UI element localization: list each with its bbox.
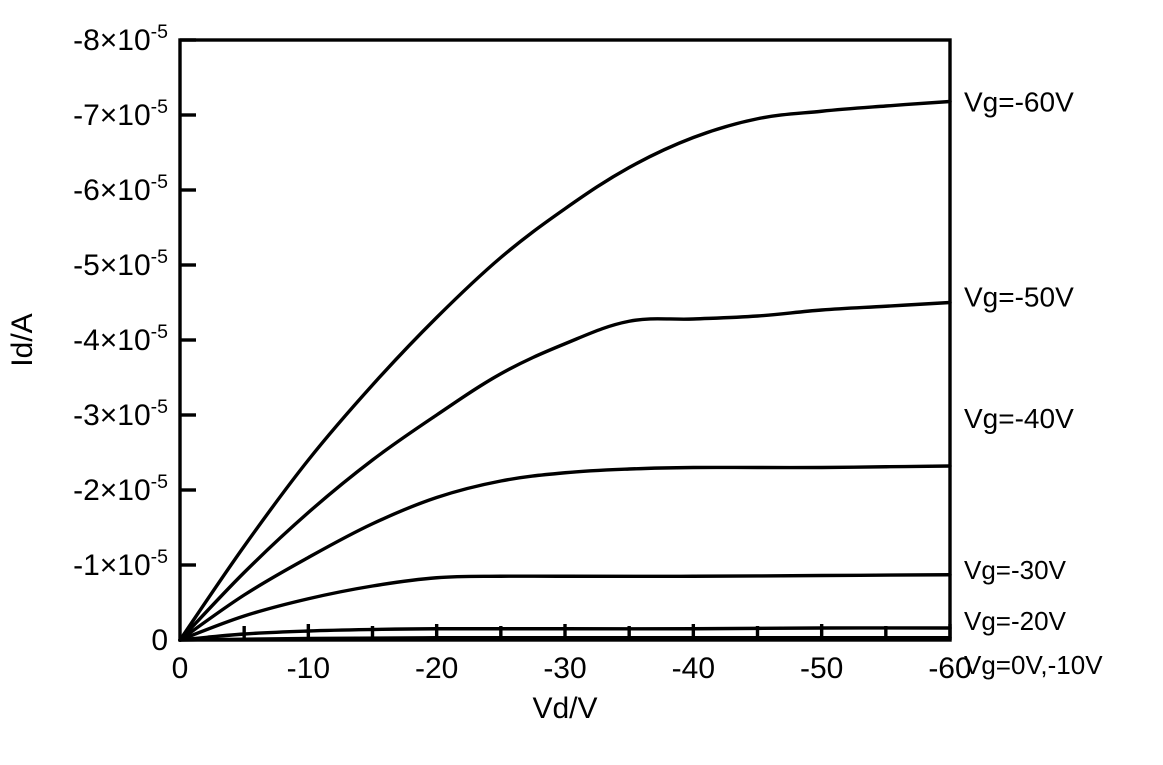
- y-tick-label: 0: [151, 624, 168, 657]
- y-tick-label: -1×10-5: [73, 546, 168, 582]
- x-axis-title: Vd/V: [532, 692, 597, 725]
- y-tick-label: -4×10-5: [73, 321, 168, 357]
- series-label-vg-20: Vg=-20V: [964, 606, 1067, 636]
- chart-svg: 0-10-20-30-40-50-60Vd/V0-1×10-5-2×10-5-3…: [0, 0, 1163, 765]
- x-tick-label: 0: [172, 652, 189, 685]
- series-label-vg-40: Vg=-40V: [964, 403, 1074, 434]
- series-label-vg-0-10: Vg=0V,-10V: [964, 650, 1103, 680]
- y-tick-label: -3×10-5: [73, 396, 168, 432]
- series-group: Vg=0V,-10V Vg=-20V Vg=-30V Vg=-40V Vg=-50V Vg…: [180, 87, 1103, 680]
- series-label-vg-60: Vg=-60V: [964, 87, 1074, 118]
- y-tick-label: -2×10-5: [73, 471, 168, 507]
- x-tick-label: -20: [415, 652, 458, 685]
- y-tick-label: -6×10-5: [73, 171, 168, 207]
- x-tick-label: -30: [543, 652, 586, 685]
- x-tick-label: -50: [800, 652, 843, 685]
- y-axis: 0 -1×10-5 -2×10-5 -3×10-5 -4×10-5 -5×10-5 -6×1…: [6, 21, 196, 657]
- y-axis-title: Id/A: [6, 313, 39, 366]
- y-tick-label: -5×10-5: [73, 246, 168, 282]
- iv-curve-chart: 0-10-20-30-40-50-60Vd/V0-1×10-5-2×10-5-3…: [0, 0, 1163, 765]
- x-tick-label: -10: [287, 652, 330, 685]
- series-label-vg-50: Vg=-50V: [964, 282, 1074, 313]
- plot-border: [180, 40, 950, 640]
- series-vg-60: [180, 102, 950, 641]
- y-tick-label: -8×10-5: [73, 21, 168, 57]
- series-vg-40: [180, 466, 950, 640]
- y-tick-label: -7×10-5: [73, 96, 168, 132]
- x-tick-label: -40: [672, 652, 715, 685]
- series-label-vg-30: Vg=-30V: [964, 555, 1067, 585]
